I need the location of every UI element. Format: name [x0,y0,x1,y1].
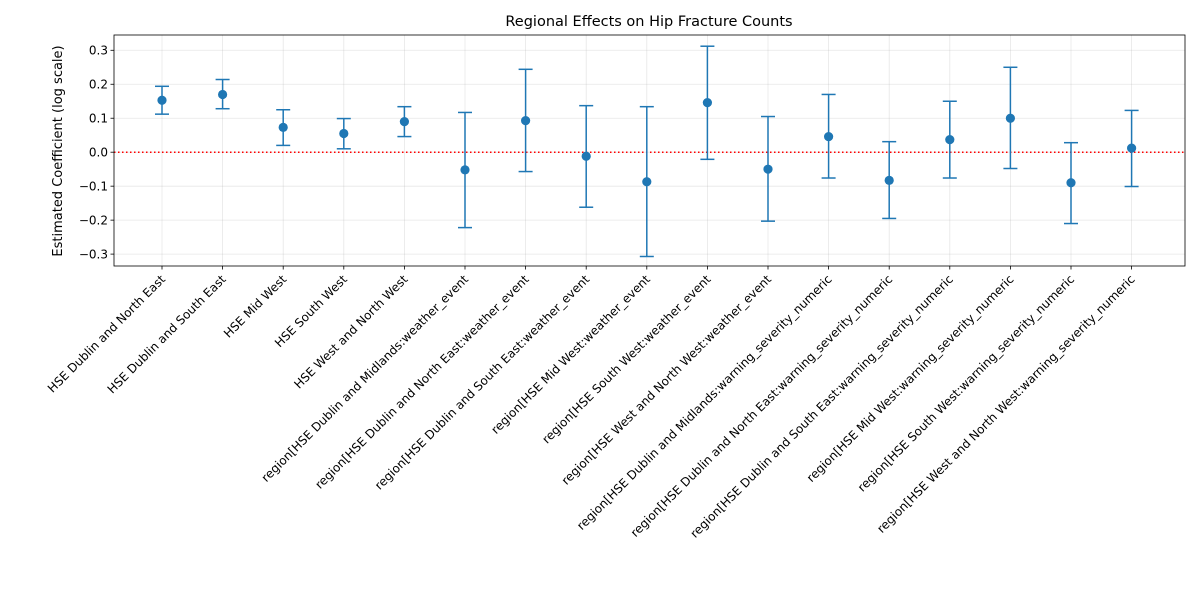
x-tick-label: region[HSE Mid West:warning_severity_num… [804,272,1017,485]
x-tick-label: HSE Dublin and North East [45,272,168,395]
estimate-point [702,98,713,108]
grid-lines [114,35,1185,266]
y-tick-label: −0.2 [79,213,108,227]
estimate-points [157,89,1137,188]
estimate-point [460,165,470,175]
estimate-point [884,175,894,185]
estimate-point [521,116,531,126]
y-axis-label: Estimated Coefficient (log scale) [51,45,66,256]
x-tick-label: region[HSE South West:warning_severity_n… [855,272,1077,494]
estimate-point [278,122,288,132]
y-axis: −0.3 −0.2 −0.1 0.0 0.1 0.2 0.3 [79,44,114,261]
estimate-point [763,164,773,174]
estimate-point [581,151,591,161]
chart-title: Regional Effects on Hip Fracture Counts [505,14,792,30]
estimate-point [399,117,409,127]
estimate-point [824,131,834,142]
x-tick-label: HSE West and North West [291,272,410,391]
plot-frame [113,34,1186,267]
estimate-point [218,89,228,100]
estimate-point [1005,113,1016,123]
y-tick-label: −0.3 [79,247,108,261]
x-tick-label: HSE Mid West [221,272,290,341]
estimate-point [1127,143,1137,153]
estimate-point [157,95,167,105]
y-tick-label: 0.0 [89,145,108,159]
x-tick-label: region[HSE Dublin and Midlands:weather_e… [259,272,472,485]
x-tick-label: region[HSE Dublin and North East:weather… [312,272,532,492]
estimate-point [642,177,652,187]
estimate-point [1066,178,1076,188]
estimate-point [339,128,349,139]
estimate-point [945,135,955,145]
y-tick-label: 0.2 [89,78,108,92]
y-tick-label: 0.3 [89,44,108,58]
x-tick-label: region[HSE West and North West:weather_e… [559,272,775,488]
x-tick-label: region[HSE Dublin and South East:weather… [372,272,593,493]
y-tick-label: 0.1 [89,112,108,126]
y-tick-label: −0.1 [79,179,108,193]
x-tick-label: HSE Dublin and South East [105,272,229,396]
